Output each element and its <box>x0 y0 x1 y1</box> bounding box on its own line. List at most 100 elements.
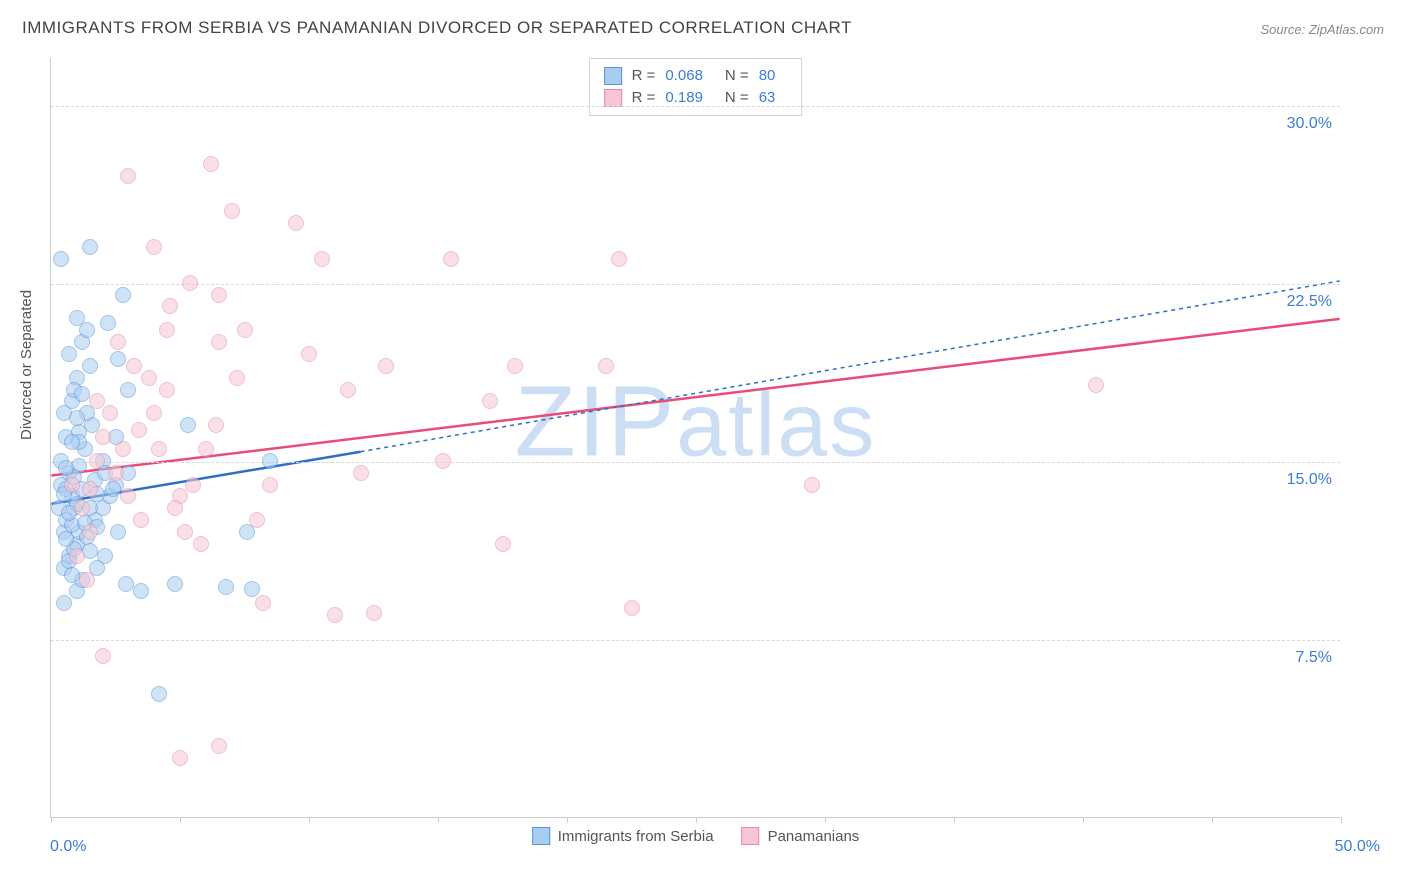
legend-swatch-icon <box>532 827 550 845</box>
scatter-point <box>95 648 111 664</box>
scatter-point <box>224 203 240 219</box>
scatter-point <box>131 422 147 438</box>
scatter-point <box>288 215 304 231</box>
legend-r-value: 0.068 <box>665 65 703 87</box>
x-tick <box>1341 817 1342 823</box>
legend-swatch-icon <box>604 67 622 85</box>
scatter-point <box>208 417 224 433</box>
scatter-point <box>159 322 175 338</box>
trend-line <box>51 319 1339 476</box>
scatter-point <box>193 536 209 552</box>
x-tick <box>438 817 439 823</box>
y-tick-label: 15.0% <box>1287 471 1332 489</box>
scatter-point <box>110 524 126 540</box>
scatter-point <box>177 524 193 540</box>
y-tick-label: 7.5% <box>1296 649 1332 667</box>
scatter-point <box>74 386 90 402</box>
scatter-point <box>262 453 278 469</box>
scatter-point <box>95 429 111 445</box>
x-tick <box>1212 817 1213 823</box>
scatter-point <box>167 500 183 516</box>
scatter-point <box>1088 377 1104 393</box>
legend-swatch-icon <box>604 89 622 107</box>
legend-stats-row: R = 0.068 N = 80 <box>604 65 788 87</box>
trend-lines-svg <box>51 58 1340 817</box>
scatter-point <box>314 251 330 267</box>
scatter-point <box>203 156 219 172</box>
source-attribution: Source: ZipAtlas.com <box>1260 22 1384 37</box>
gridline <box>51 106 1340 107</box>
scatter-point <box>598 358 614 374</box>
x-tick <box>180 817 181 823</box>
scatter-point <box>211 334 227 350</box>
gridline <box>51 284 1340 285</box>
scatter-point <box>198 441 214 457</box>
scatter-point <box>64 434 80 450</box>
scatter-point <box>262 477 278 493</box>
scatter-point <box>211 738 227 754</box>
scatter-point <box>244 581 260 597</box>
scatter-point <box>115 441 131 457</box>
scatter-point <box>118 576 134 592</box>
y-tick-label: 30.0% <box>1287 115 1332 133</box>
scatter-point <box>126 358 142 374</box>
scatter-point <box>82 358 98 374</box>
legend-n-value: 80 <box>759 65 776 87</box>
scatter-point <box>69 310 85 326</box>
scatter-point <box>443 251 459 267</box>
y-axis-label: Divorced or Separated <box>18 290 35 440</box>
scatter-point <box>64 567 80 583</box>
x-axis-min-label: 0.0% <box>50 838 86 856</box>
x-tick <box>696 817 697 823</box>
scatter-point <box>327 607 343 623</box>
scatter-point <box>110 351 126 367</box>
scatter-point <box>120 168 136 184</box>
x-tick <box>51 817 52 823</box>
scatter-point <box>249 512 265 528</box>
scatter-point <box>185 477 201 493</box>
scatter-point <box>611 251 627 267</box>
scatter-point <box>115 287 131 303</box>
scatter-point <box>74 500 90 516</box>
gridline <box>51 640 1340 641</box>
legend-series-item: Immigrants from Serbia <box>532 827 714 845</box>
legend-swatch-icon <box>742 827 760 845</box>
scatter-point <box>804 477 820 493</box>
scatter-point <box>495 536 511 552</box>
scatter-point <box>133 512 149 528</box>
legend-n-label: N = <box>725 65 749 87</box>
scatter-point <box>56 595 72 611</box>
legend-series-label: Immigrants from Serbia <box>558 828 714 845</box>
scatter-point <box>180 417 196 433</box>
scatter-point <box>61 346 77 362</box>
scatter-point <box>167 576 183 592</box>
scatter-point <box>133 583 149 599</box>
scatter-point <box>58 460 74 476</box>
legend-series-item: Panamanians <box>742 827 860 845</box>
scatter-point <box>82 239 98 255</box>
scatter-point <box>172 750 188 766</box>
scatter-point <box>340 382 356 398</box>
scatter-point <box>435 453 451 469</box>
scatter-point <box>366 605 382 621</box>
y-tick-label: 22.5% <box>1287 293 1332 311</box>
x-axis-max-label: 50.0% <box>1335 838 1380 856</box>
x-tick <box>309 817 310 823</box>
scatter-point <box>301 346 317 362</box>
scatter-point <box>89 453 105 469</box>
scatter-point <box>151 686 167 702</box>
scatter-point <box>69 410 85 426</box>
x-tick <box>567 817 568 823</box>
gridline <box>51 462 1340 463</box>
scatter-point <box>151 441 167 457</box>
scatter-plot-area: ZIPatlas R = 0.068 N = 80 R = 0.189 N = … <box>50 58 1340 818</box>
scatter-point <box>162 298 178 314</box>
scatter-point <box>378 358 394 374</box>
scatter-point <box>353 465 369 481</box>
scatter-point <box>218 579 234 595</box>
scatter-point <box>89 393 105 409</box>
scatter-point <box>110 334 126 350</box>
scatter-point <box>624 600 640 616</box>
scatter-point <box>82 481 98 497</box>
scatter-point <box>105 481 121 497</box>
